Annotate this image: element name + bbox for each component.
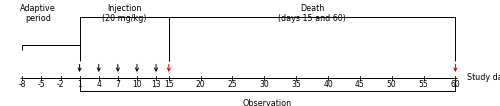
Text: 25: 25 xyxy=(228,80,237,89)
Text: 1: 1 xyxy=(77,80,82,89)
Text: 50: 50 xyxy=(387,80,396,89)
Text: 20: 20 xyxy=(196,80,205,89)
Text: Death
(days 15 and 60): Death (days 15 and 60) xyxy=(278,4,346,23)
Text: 35: 35 xyxy=(292,80,301,89)
Text: 30: 30 xyxy=(260,80,269,89)
Text: 45: 45 xyxy=(355,80,364,89)
Text: Adaptive
period: Adaptive period xyxy=(20,4,56,23)
Text: Observation: Observation xyxy=(243,99,292,106)
Text: 15: 15 xyxy=(164,80,173,89)
Text: 7: 7 xyxy=(116,80,120,89)
Text: 4: 4 xyxy=(96,80,101,89)
Text: 60: 60 xyxy=(450,80,460,89)
Text: 40: 40 xyxy=(323,80,333,89)
Text: -5: -5 xyxy=(38,80,45,89)
Text: 13: 13 xyxy=(151,80,161,89)
Text: -2: -2 xyxy=(57,80,64,89)
Text: Injection
(20 mg/kg): Injection (20 mg/kg) xyxy=(102,4,146,23)
Text: Study days: Study days xyxy=(467,73,500,82)
Text: 55: 55 xyxy=(418,80,428,89)
Text: 10: 10 xyxy=(132,80,142,89)
Text: -8: -8 xyxy=(18,80,26,89)
